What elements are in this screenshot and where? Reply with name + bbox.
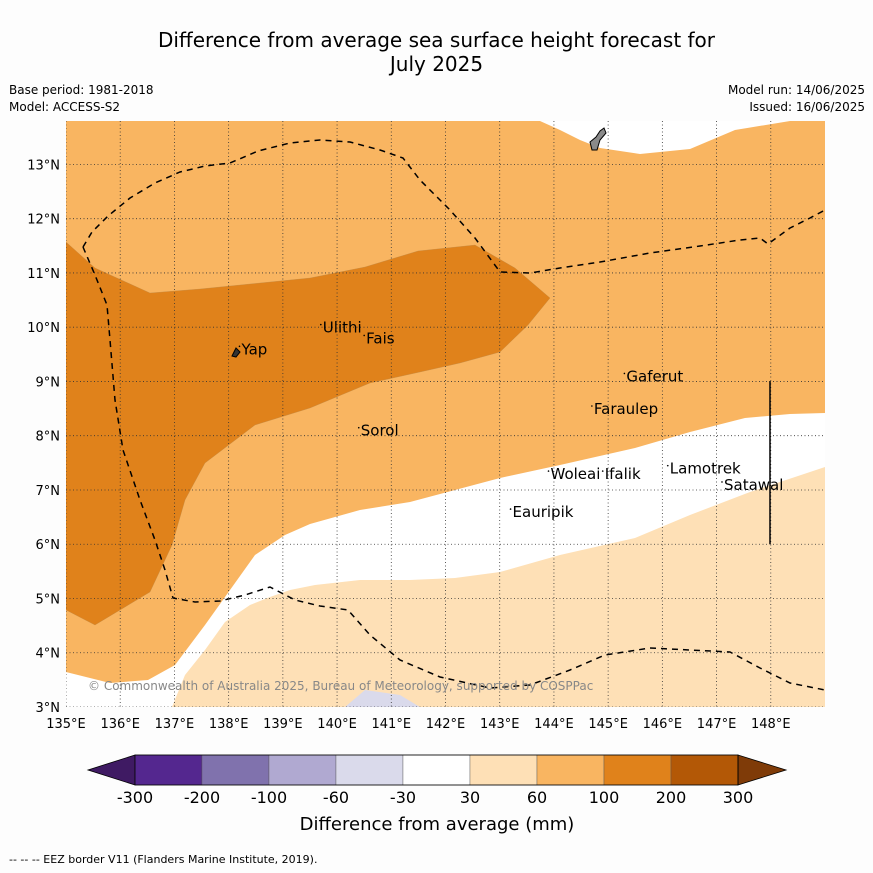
eez-palau-fsm-west (82, 139, 825, 274)
model-run: Model run: 14/06/2025 (727, 83, 865, 97)
eez-footnote: -- -- -- EEZ border V11 (Flanders Marine… (9, 853, 318, 866)
island-marker (666, 464, 669, 467)
place-label-faraulep: Faraulep (594, 400, 658, 418)
lon-tick-label: 147°E (697, 717, 737, 732)
colorbar-tick-label: -300 (117, 788, 153, 807)
colorbar-segment (134, 754, 203, 786)
map-axes: 135°E 136°E 137°E 138°E 139°E 140°E 141°E 142°E… (27, 158, 790, 732)
colorbar-segment (536, 754, 605, 786)
place-label-ifalik: Ifalik (605, 465, 641, 483)
lon-tick-label: 148°E (751, 717, 791, 732)
graticule (66, 121, 825, 707)
base-period: Base period: 1981-2018 (9, 83, 154, 97)
lat-tick-label: 4°N (36, 647, 61, 662)
colorbar-segment (201, 754, 270, 786)
island-marker (547, 470, 550, 472)
lat-tick-label: 12°N (27, 213, 60, 228)
island-marker (238, 345, 241, 348)
colorbar-tick-label: 30 (460, 788, 480, 807)
eez-borders (82, 139, 825, 691)
place-label-ulithi: Ulithi (323, 319, 362, 337)
lon-tick-label: 140°E (317, 717, 357, 732)
lon-tick-label: 135°E (46, 717, 86, 732)
place-label-fais: Fais (366, 329, 395, 347)
island-marker (591, 405, 593, 407)
lon-tick-label: 146°E (643, 717, 683, 732)
lon-tick-label: 139°E (263, 717, 303, 732)
model-name: Model: ACCESS-S2 (9, 100, 121, 114)
colorbar-tick-label: 300 (723, 788, 754, 807)
lat-tick-label: 10°N (27, 321, 60, 336)
place-label-gaferut: Gaferut (626, 367, 683, 385)
colorbar-tick-label: 60 (527, 788, 547, 807)
colorbar-segment (603, 754, 672, 786)
band-100-200 (66, 242, 550, 625)
lat-tick-label: 3°N (36, 701, 61, 716)
colorbar-frame (134, 754, 739, 786)
island-marker (601, 470, 604, 472)
meta-left: Base period: 1981-2018 Model: ACCESS-S2 (9, 82, 154, 116)
colorbar-tick-label: 200 (656, 788, 687, 807)
colorbar-tick-label: 100 (589, 788, 620, 807)
map-title: Difference from average sea surface heig… (0, 28, 873, 76)
lon-tick-label: 138°E (209, 717, 249, 732)
place-label-satawal: Satawal (724, 476, 783, 494)
lat-tick-label: 9°N (36, 375, 61, 390)
lon-tick-label: 141°E (372, 717, 412, 732)
lat-tick-label: 13°N (27, 158, 60, 173)
colorbar-tick-label: -200 (184, 788, 220, 807)
lon-tick-label: 144°E (534, 717, 574, 732)
guam-island (589, 127, 607, 151)
lon-tick-label: 142°E (426, 717, 466, 732)
copyright-text: © Commonwealth of Australia 2025, Bureau… (88, 679, 593, 693)
eez-yap-west (82, 246, 825, 691)
yap-island (231, 347, 241, 358)
place-label-sorol: Sorol (361, 422, 399, 440)
title-line-2: July 2025 (389, 52, 484, 76)
island-marker (357, 426, 360, 429)
island-marker (320, 323, 322, 326)
lat-tick-label: 6°N (36, 538, 61, 553)
lat-tick-label: 7°N (36, 484, 61, 499)
issued-date: Issued: 16/06/2025 (749, 100, 865, 114)
colorbar-tick-label: -30 (390, 788, 416, 807)
place-label-woleai: Woleai (551, 465, 601, 483)
colorbar-segment (268, 754, 337, 786)
lon-tick-label: 137°E (155, 717, 195, 732)
colorbar-segment (402, 754, 471, 786)
title-line-1: Difference from average sea surface heig… (157, 28, 716, 52)
colorbar: -300 -200 -100 -60 -30 30 60 100 200 300 (86, 754, 788, 807)
island-marker (623, 372, 626, 375)
colorbar-segment (670, 754, 739, 786)
colorbar-label: Difference from average (mm) (300, 814, 575, 835)
band-minus-30-60 (345, 690, 420, 707)
lon-tick-label: 136°E (100, 717, 140, 732)
colorbar-max-extend (737, 754, 788, 786)
lon-tick-label: 143°E (480, 717, 520, 732)
place-label-yap: Yap (240, 340, 267, 358)
meta-right: Model run: 14/06/2025 Issued: 16/06/2025 (728, 82, 865, 116)
colorbar-tick-label: -60 (323, 788, 349, 807)
colorbar-segment (335, 754, 404, 786)
place-label-eauripik: Eauripik (513, 503, 574, 521)
colorbar-tick-label: -100 (251, 788, 287, 807)
lon-tick-label: 145°E (588, 717, 628, 732)
lat-tick-label: 5°N (36, 592, 61, 607)
colorbar-segment (469, 754, 538, 786)
lat-tick-label: 8°N (36, 430, 61, 445)
island-marker (509, 508, 512, 510)
lat-tick-label: 11°N (27, 267, 60, 282)
colorbar-min-extend (86, 754, 136, 786)
island-marker (721, 481, 723, 483)
band-60-100 (66, 121, 825, 683)
island-marker (363, 334, 365, 337)
place-label-lamotrek: Lamotrek (670, 460, 741, 478)
contour-lines (66, 241, 551, 626)
